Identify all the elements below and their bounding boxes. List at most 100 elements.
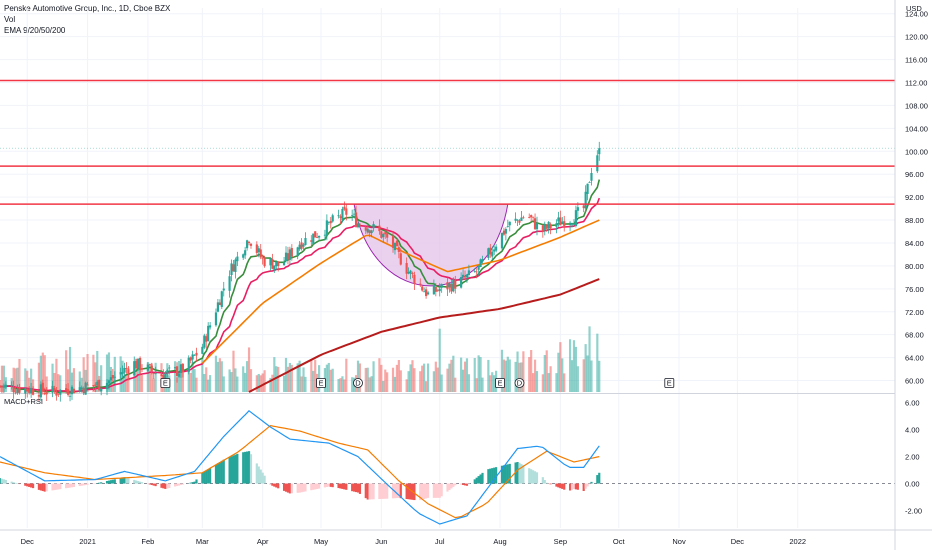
volume-bar	[286, 366, 290, 392]
macd-histogram-bar	[395, 483, 399, 499]
candle-body	[343, 206, 346, 210]
macd-histogram-bar	[568, 483, 572, 491]
candle-body	[557, 217, 560, 222]
candle-body	[337, 215, 340, 217]
volume-bar	[273, 357, 276, 392]
candle-body	[353, 213, 356, 215]
dividend-icon	[514, 378, 525, 388]
price-tick-label: 80.00	[905, 262, 924, 271]
earnings-icon	[664, 378, 675, 388]
event-marker-e[interactable]: E	[495, 378, 505, 388]
macd-histogram-bar	[555, 483, 558, 487]
volume-bar	[434, 361, 437, 392]
macd-histogram-bar	[244, 451, 247, 484]
candle-body	[481, 259, 484, 262]
macd-histogram-bar	[160, 483, 163, 488]
volume-bar	[86, 353, 89, 392]
macd-pane	[0, 409, 895, 525]
time-tick-label: Jun	[375, 537, 387, 546]
macd-histogram-bar	[530, 469, 533, 484]
volume-bar	[502, 359, 506, 392]
macd-histogram-bar	[162, 483, 165, 489]
macd-rsi-label[interactable]: MACD+RSI	[4, 397, 43, 406]
candle-body	[150, 365, 153, 371]
candle-body	[41, 382, 44, 392]
volume-bar	[193, 369, 196, 392]
volume-bar	[339, 378, 342, 392]
macd-histogram-bar	[528, 468, 531, 484]
macd-histogram-bar	[277, 483, 280, 489]
macd-histogram-bar	[440, 483, 443, 497]
event-marker-e[interactable]: E	[160, 378, 171, 388]
candle-body	[127, 369, 130, 374]
volume-bar	[45, 376, 48, 392]
volume-label[interactable]: Vol	[4, 15, 16, 24]
macd-histogram-bar	[504, 464, 507, 484]
macd-histogram-bar	[43, 483, 46, 492]
earnings-icon	[495, 378, 505, 388]
candle-body	[28, 389, 31, 393]
horizontal-levels[interactable]: 112.3597.4290.77100.54	[0, 74, 929, 211]
volume-bar	[407, 371, 410, 392]
macd-histogram-bar	[329, 483, 332, 487]
event-marker-d[interactable]: D	[514, 378, 525, 388]
candle-body	[100, 388, 103, 392]
macd-histogram-bar	[323, 483, 327, 488]
event-marker-label: E	[319, 379, 324, 388]
volume-bar	[481, 377, 484, 392]
candle-body	[463, 276, 467, 278]
candle-body	[164, 373, 167, 381]
candle-body	[570, 223, 574, 225]
candle-body	[109, 377, 112, 381]
dividend-icon	[353, 378, 363, 388]
price-tick-label: 92.00	[905, 193, 924, 202]
event-marker-e[interactable]: E	[316, 378, 326, 388]
candle-body	[543, 224, 546, 230]
macd-histogram-bar	[146, 483, 149, 485]
candle-body	[282, 262, 286, 266]
time-tick-label: Apr	[257, 537, 269, 546]
candle-body	[532, 216, 535, 218]
volume-bar	[454, 377, 457, 392]
volume-bar	[105, 354, 109, 392]
candle-body	[242, 254, 245, 258]
volume-bar	[479, 357, 482, 392]
candle-body	[209, 325, 212, 328]
cup-shape[interactable]	[353, 203, 509, 287]
volume-bar	[247, 347, 251, 392]
candle-body	[148, 364, 151, 366]
macd-histogram-bar	[549, 483, 552, 485]
volume-bar	[282, 375, 286, 392]
volume-bar	[506, 356, 509, 392]
candle-body	[181, 363, 184, 373]
macd-histogram-bar	[500, 465, 504, 484]
ema-label[interactable]: EMA 9/20/50/200	[4, 26, 66, 35]
event-marker-d[interactable]: D	[353, 378, 363, 388]
candle-body	[354, 212, 358, 227]
candle-body	[65, 388, 68, 391]
candle-body	[0, 385, 2, 387]
volume-bar	[329, 369, 332, 392]
volume-bar	[154, 362, 157, 392]
candle-body	[312, 233, 315, 245]
candle-body	[508, 221, 511, 226]
macd-histogram-bar	[133, 479, 136, 484]
candle-body	[201, 346, 204, 354]
volume-bar	[277, 366, 280, 392]
macd-histogram-bar	[177, 483, 181, 486]
candle-body	[366, 228, 369, 233]
candle-body	[121, 372, 124, 375]
volume-bar	[520, 362, 523, 392]
volume-bar	[528, 357, 531, 392]
macd-histogram-bar	[80, 483, 83, 486]
volume-bar	[491, 372, 494, 392]
volume-bar	[368, 377, 371, 392]
macd-histogram-bar	[473, 479, 476, 484]
event-marker-e[interactable]: E	[664, 378, 675, 388]
macd-histogram-bar	[574, 483, 578, 490]
price-tick-label: 64.00	[905, 354, 924, 363]
volume-bar	[547, 373, 550, 392]
volume-bar	[461, 369, 465, 392]
